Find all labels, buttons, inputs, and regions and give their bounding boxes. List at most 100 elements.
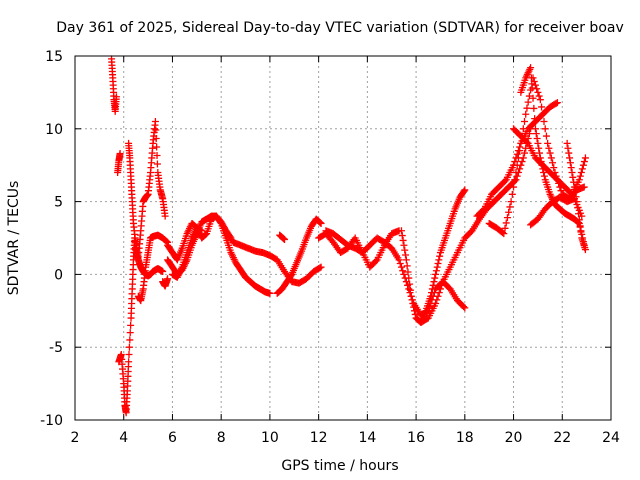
series-track-u [510, 125, 589, 198]
data-point [501, 224, 509, 232]
data-point [534, 139, 542, 147]
data-point [152, 126, 160, 134]
series-track-f [159, 275, 172, 290]
series-track-i [168, 224, 206, 281]
data-point [125, 343, 133, 351]
data-point [570, 178, 578, 186]
data-point [576, 172, 584, 180]
plot-frame [74, 55, 612, 421]
data-point [566, 154, 574, 162]
data-point [500, 230, 508, 238]
x-tick-label: 24 [602, 430, 620, 446]
data-point [513, 161, 521, 169]
data-point [553, 99, 561, 107]
data-point [499, 229, 507, 237]
data-point [436, 285, 444, 293]
data-point [540, 118, 548, 126]
data-point [539, 110, 547, 118]
data-point [163, 238, 171, 246]
x-tick-label: 20 [505, 430, 523, 446]
data-point [525, 92, 533, 100]
x-tick-label: 4 [119, 430, 128, 446]
data-point [505, 208, 513, 216]
data-point [428, 285, 436, 293]
data-point [406, 280, 414, 288]
data-point [540, 172, 548, 180]
data-point [511, 176, 519, 184]
series-track-h [164, 212, 235, 278]
data-point [530, 77, 538, 85]
data-point [406, 286, 414, 294]
data-point [527, 74, 535, 82]
data-point [516, 165, 524, 173]
data-point [402, 256, 410, 264]
data-point [579, 161, 587, 169]
data-point [572, 193, 580, 201]
x-tick-label: 22 [553, 430, 571, 446]
data-point [411, 310, 419, 318]
data-point [514, 154, 522, 162]
data-point [502, 219, 510, 227]
series-track-j [222, 230, 325, 287]
data-point [164, 275, 172, 283]
data-point [395, 256, 403, 264]
series-track-b [114, 150, 124, 176]
data-point [529, 94, 537, 102]
x-tick-label: 12 [310, 430, 328, 446]
data-point [397, 227, 405, 235]
data-point [405, 274, 413, 282]
data-point [528, 84, 536, 92]
data-point [281, 235, 289, 243]
data-point [573, 198, 581, 206]
data-point [461, 304, 469, 312]
x-tick-label: 2 [71, 430, 80, 446]
data-point [434, 292, 442, 300]
data-point [568, 168, 576, 176]
data-point [410, 307, 418, 315]
data-point [533, 85, 541, 93]
data-point [517, 139, 525, 147]
data-point [198, 227, 206, 235]
x-tick-label: 8 [217, 430, 226, 446]
data-point [538, 103, 546, 111]
data-point [427, 292, 435, 300]
data-point [530, 104, 538, 112]
data-point [519, 125, 527, 133]
x-tick-label: 6 [168, 430, 177, 446]
data-point [521, 118, 529, 126]
data-point [433, 296, 441, 304]
series-track-l [276, 231, 289, 243]
data-point [161, 212, 169, 220]
data-point [544, 139, 552, 147]
data-point [578, 165, 586, 173]
data-point [521, 149, 529, 157]
series-track-v [563, 139, 589, 254]
data-point [566, 159, 574, 167]
data-point [316, 264, 324, 272]
data-point [508, 190, 516, 198]
data-point [153, 160, 161, 168]
data-point [280, 235, 288, 243]
data-point [152, 135, 160, 143]
data-point [266, 289, 274, 297]
y-tick-label: 0 [54, 267, 63, 283]
data-point [516, 147, 524, 155]
data-point [429, 281, 437, 289]
data-point [507, 198, 515, 206]
data-point [569, 173, 577, 181]
data-point [279, 234, 287, 242]
series-track-o [397, 186, 469, 326]
y-tick-label: -5 [49, 340, 63, 356]
data-point [428, 289, 436, 297]
data-point [546, 149, 554, 157]
data-point [432, 300, 440, 308]
data-point [513, 172, 521, 180]
data-point [557, 187, 565, 195]
data-point [435, 256, 443, 264]
data-point [541, 125, 549, 133]
data-point [405, 285, 413, 293]
y-axis-label: SDTVAR / TECUs [6, 181, 22, 296]
data-point [398, 232, 406, 240]
x-tick-label: 16 [407, 430, 425, 446]
